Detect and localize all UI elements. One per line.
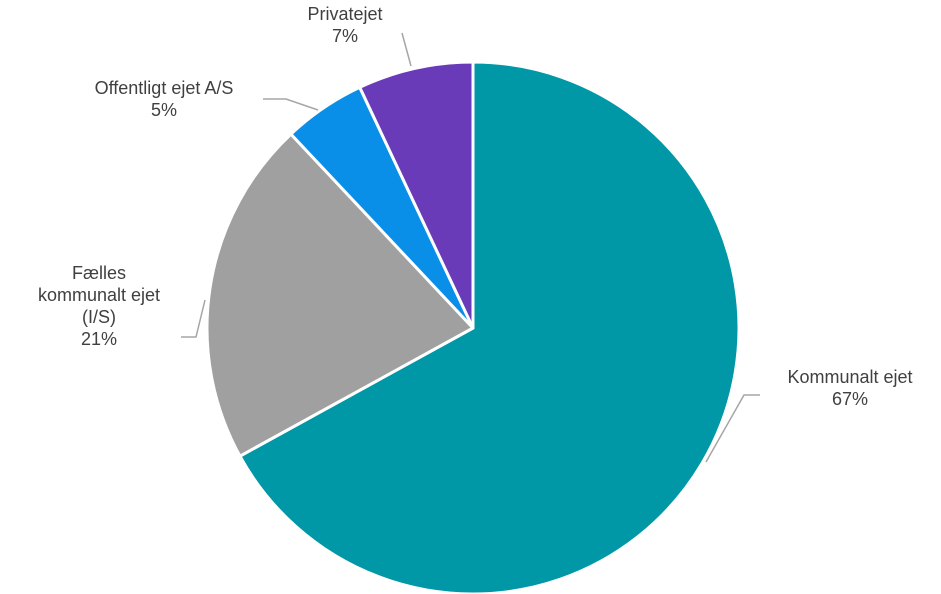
- leader-line: [401, 32, 412, 67]
- pie-slices: [205, 60, 741, 594]
- slice-name-label: Kommunalt ejet: [787, 367, 912, 387]
- slice-value-label: 67%: [832, 389, 868, 409]
- slice-label: Offentligt ejet A/S 5%: [95, 78, 234, 120]
- slice-name-label: (I/S): [82, 307, 116, 327]
- pie-slice: [205, 132, 475, 458]
- slice-label: Fælles kommunalt ejet (I/S) 21%: [38, 263, 160, 349]
- pie-slice: [238, 60, 741, 594]
- pie-slice: [358, 60, 475, 330]
- slice-name-label: Privatejet: [307, 4, 382, 24]
- leader-line: [705, 394, 760, 463]
- slice-label: Kommunalt ejet 67%: [787, 367, 912, 409]
- slice-value-label: 21%: [81, 329, 117, 349]
- leader-line: [181, 299, 206, 338]
- slice-name-label: kommunalt ejet: [38, 285, 160, 305]
- slice-value-label: 5%: [151, 100, 177, 120]
- leader-line: [263, 98, 319, 111]
- slice-name-label: Offentligt ejet A/S: [95, 78, 234, 98]
- slice-label: Privatejet 7%: [307, 4, 382, 46]
- slice-name-label: Fælles: [72, 263, 126, 283]
- pie-labels: Kommunalt ejet 67% Fælles kommunalt ejet (I/…: [38, 4, 913, 463]
- slice-value-label: 7%: [332, 26, 358, 46]
